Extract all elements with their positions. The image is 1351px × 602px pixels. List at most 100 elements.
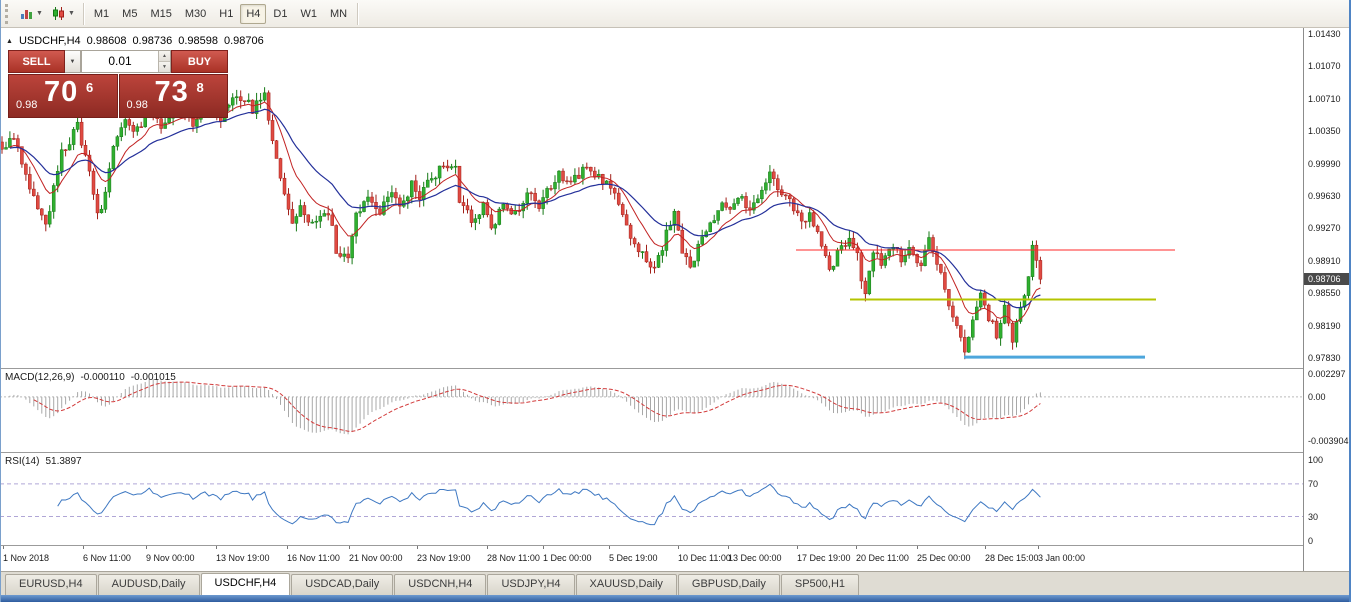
- price-chart-panel[interactable]: ▲ USDCHF,H4 0.98608 0.98736 0.98598 0.98…: [0, 28, 1303, 368]
- chart-tab-audusd-daily[interactable]: AUDUSD,Daily: [97, 574, 200, 595]
- panel-splitter[interactable]: [0, 452, 1351, 453]
- candlestick-icon: [52, 7, 64, 20]
- time-axis-label: 17 Dec 19:00: [797, 553, 851, 563]
- chart-title-low: 0.98598: [178, 35, 218, 47]
- rsi-chart[interactable]: [0, 453, 1303, 545]
- time-tick: [1038, 545, 1039, 549]
- caret-down-icon: ▼: [36, 10, 43, 17]
- timeframe-h1[interactable]: H1: [219, 7, 234, 20]
- time-axis-border: [0, 545, 1351, 546]
- lot-spinner: ▲ ▼: [158, 51, 170, 72]
- time-axis-label: 28 Dec 15:00: [985, 553, 1039, 563]
- timeframe-m5[interactable]: M5: [122, 7, 138, 20]
- time-axis-label: 3 Jan 00:00: [1038, 553, 1086, 563]
- macd-chart[interactable]: [0, 369, 1303, 452]
- axis-label: 1.01070: [1308, 61, 1341, 72]
- timeframe-h4[interactable]: H4: [240, 3, 267, 24]
- chart-title-symbol: USDCHF,H4: [18, 35, 81, 47]
- timeframe-mn[interactable]: MN: [329, 7, 348, 20]
- axis-label: 0: [1308, 535, 1314, 546]
- chart-tab-usdjpy-h4[interactable]: USDJPY,H4: [487, 574, 575, 595]
- axis-label: 30: [1308, 511, 1319, 522]
- rsi-panel[interactable]: RSI(14) 51.3897: [0, 453, 1303, 545]
- timeframe-m30[interactable]: M30: [184, 7, 207, 20]
- chart-type-button[interactable]: ▼: [47, 3, 79, 25]
- toolbar-grip[interactable]: [5, 3, 10, 24]
- sell-button[interactable]: SELL: [8, 50, 65, 73]
- panel-splitter[interactable]: [0, 368, 1351, 369]
- macd-signal-value: -0.001015: [130, 372, 176, 383]
- rsi-label: RSI(14) 51.3897: [5, 456, 82, 467]
- axis-label: 70: [1308, 478, 1319, 489]
- chart-tab-xauusd-daily[interactable]: XAUUSD,Daily: [575, 574, 677, 595]
- time-axis-label: 10 Dec 11:00: [678, 553, 731, 563]
- buy-price-tile[interactable]: 0.98 73 8: [118, 74, 228, 118]
- axis-label: -0.003904: [1308, 436, 1349, 447]
- time-axis-label: 6 Nov 11:00: [83, 553, 131, 563]
- buy-price-big: 73: [154, 76, 189, 108]
- time-tick: [146, 545, 147, 549]
- toolbar-separator: [82, 2, 84, 25]
- price-axis[interactable]: 0.98706 1.01430 1.01070 1.00710 1.00350 0.99…: [1303, 28, 1350, 571]
- buy-price-pip: 8: [196, 80, 204, 95]
- lot-decrease-button[interactable]: ▼: [159, 62, 170, 72]
- time-tick: [417, 545, 418, 549]
- time-tick: [856, 545, 857, 549]
- time-tick: [287, 545, 288, 549]
- chart-tab-usdcnh-h4[interactable]: USDCNH,H4: [394, 574, 487, 595]
- time-tick: [216, 545, 217, 549]
- chart-tab-eurusd-h4[interactable]: EURUSD,H4: [5, 574, 97, 595]
- buy-button[interactable]: BUY: [171, 50, 228, 73]
- macd-main-value: -0.000110: [80, 372, 125, 383]
- axis-label: 1.00710: [1308, 93, 1341, 104]
- chart-title-close: 0.98706: [223, 35, 264, 47]
- current-price-badge: 0.98706: [1304, 273, 1350, 286]
- chart-title-open: 0.98608: [86, 35, 127, 47]
- axis-label: 0.99630: [1308, 191, 1341, 202]
- chart-tab-gbpusd-daily[interactable]: GBPUSD,Daily: [677, 574, 780, 595]
- axis-label: 0.99990: [1308, 158, 1341, 169]
- chart-tab-bar: EURUSD,H4 AUDUSD,Daily USDCHF,H4 USDCAD,Dai…: [0, 571, 1351, 595]
- time-tick: [917, 545, 918, 549]
- time-axis-label: 16 Nov 11:00: [287, 553, 340, 563]
- lot-increase-button[interactable]: ▲: [159, 51, 170, 62]
- axis-label: 0.99270: [1308, 223, 1341, 234]
- timeframe-w1[interactable]: W1: [300, 7, 317, 20]
- time-tick: [678, 545, 679, 549]
- rsi-value: 51.3897: [45, 456, 82, 467]
- order-type-dropdown-button[interactable]: ▼: [65, 50, 81, 73]
- caret-down-icon: ▼: [67, 10, 75, 17]
- sell-price-tile[interactable]: 0.98 70 6: [8, 74, 118, 118]
- axis-label: 0.98190: [1308, 320, 1341, 331]
- chart-title-high: 0.98736: [132, 35, 173, 47]
- time-tick: [797, 545, 798, 549]
- timeframe-d1[interactable]: D1: [273, 7, 288, 20]
- chart-window-button[interactable]: ▼: [15, 3, 47, 25]
- sell-price-big: 70: [44, 76, 79, 108]
- time-axis[interactable]: 1 Nov 2018 6 Nov 11:00 9 Nov 00:00 13 Nov 1…: [0, 545, 1303, 571]
- timeframe-m15[interactable]: M15: [150, 7, 172, 20]
- time-tick: [728, 545, 729, 549]
- caret-down-icon: ▼: [69, 58, 76, 65]
- window-left-edge: [0, 0, 1, 602]
- chart-title: ▲ USDCHF,H4 0.98608 0.98736 0.98598 0.98…: [6, 35, 264, 47]
- symbol-marker-icon: ▲: [6, 37, 13, 45]
- macd-panel[interactable]: MACD(12,26,9) -0.000110 -0.001015: [0, 369, 1303, 452]
- candlestick-chart[interactable]: [0, 28, 1303, 368]
- chart-tab-sp500-h1[interactable]: SP500,H1: [780, 574, 860, 595]
- lot-size-field[interactable]: 0.01 ▲ ▼: [81, 50, 171, 73]
- window-bottom-edge: [0, 595, 1351, 602]
- chart-tab-usdchf-h4[interactable]: USDCHF,H4: [200, 573, 291, 595]
- time-tick: [985, 545, 986, 549]
- axis-label: 0.002297: [1308, 369, 1346, 379]
- buy-price-prefix: 0.98: [126, 99, 148, 111]
- chart-tab-usdcad-daily[interactable]: USDCAD,Daily: [291, 574, 394, 595]
- timeframe-m1[interactable]: M1: [93, 7, 110, 20]
- time-axis-label: 5 Dec 19:00: [609, 553, 658, 563]
- axis-label: 1.00350: [1308, 126, 1341, 137]
- time-tick: [83, 545, 84, 549]
- lot-size-value: 0.01: [108, 54, 132, 68]
- sell-price-pip: 6: [86, 80, 94, 95]
- axis-label: 100: [1308, 454, 1324, 465]
- time-tick: [609, 545, 610, 549]
